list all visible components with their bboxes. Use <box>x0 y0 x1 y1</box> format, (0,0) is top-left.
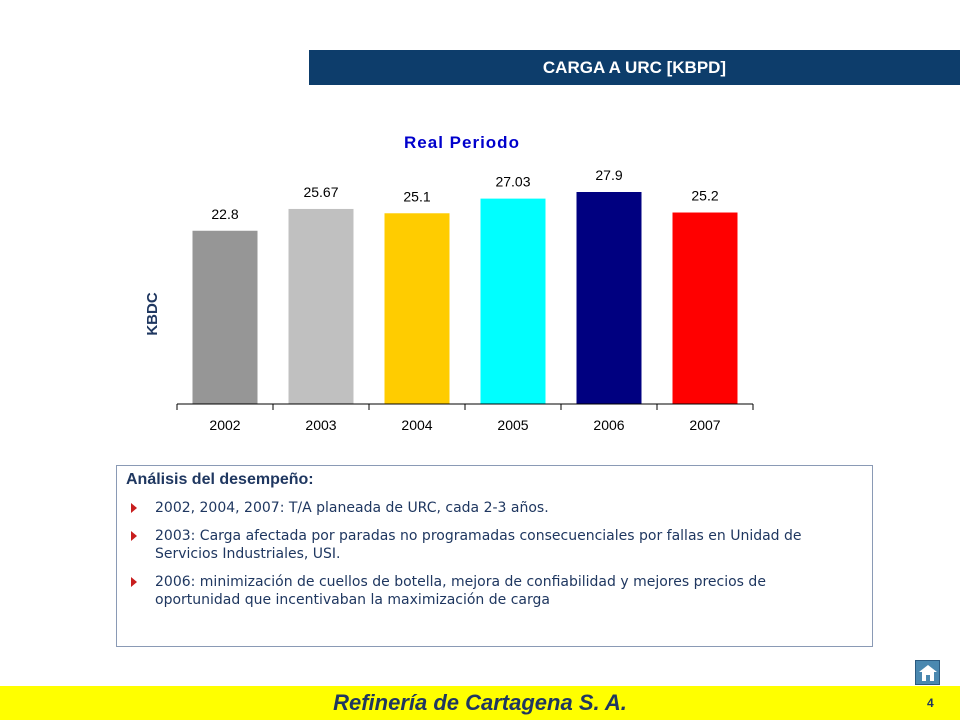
analysis-item: 2002, 2004, 2007: T/A planeada de URC, c… <box>129 499 849 517</box>
analysis-title: Análisis del desempeño: <box>126 471 314 488</box>
analysis-item-text: 2002, 2004, 2007: T/A planeada de URC, c… <box>155 500 549 516</box>
bar-2007 <box>672 212 738 404</box>
bar-chart: Real Periodo KBDC 22.8 25.67 25.1 27.03 27.9… <box>144 133 754 433</box>
x-tick-label-2003: 2003 <box>305 417 336 433</box>
triangle-bullet-icon <box>131 577 137 587</box>
page-number: 4 <box>927 696 934 710</box>
data-label-2007: 25.2 <box>691 188 718 204</box>
data-label-2003: 25.67 <box>303 184 338 200</box>
data-label-2004: 25.1 <box>403 188 430 204</box>
header-title: CARGA A URC [KBPD] <box>542 57 727 77</box>
y-axis-label: KBDC <box>144 292 161 335</box>
analysis-item-text: 2003: Carga afectada por paradas no prog… <box>155 528 802 562</box>
footer-bar: Refinería de Cartagena S. A. 4 <box>0 686 960 720</box>
data-label-2006: 27.9 <box>595 167 622 183</box>
data-label-2005: 27.03 <box>495 174 530 190</box>
company-name: Refinería de Cartagena S. A. <box>333 690 627 715</box>
chart-title: Real Periodo <box>404 133 520 152</box>
bar-2006 <box>576 192 642 404</box>
bar-2004 <box>384 213 450 404</box>
bar-2003 <box>288 208 354 404</box>
data-label-2002: 22.8 <box>211 206 238 222</box>
home-button[interactable] <box>915 660 940 685</box>
analysis-list: 2002, 2004, 2007: T/A planeada de URC, c… <box>129 499 849 619</box>
chart-header-bar: CARGA A URC [KBPD] <box>309 50 960 85</box>
triangle-bullet-icon <box>131 531 137 541</box>
bar-2005 <box>480 198 546 404</box>
analysis-item: 2006: minimización de cuellos de botella… <box>129 573 849 609</box>
x-tick-label-2004: 2004 <box>401 417 432 433</box>
x-tick-label-2006: 2006 <box>593 417 624 433</box>
x-tick-label-2005: 2005 <box>497 417 528 433</box>
bar-2002 <box>192 230 258 404</box>
analysis-panel: Análisis del desempeño: 2002, 2004, 2007… <box>116 465 873 647</box>
analysis-item: 2003: Carga afectada por paradas no prog… <box>129 527 849 563</box>
analysis-item-text: 2006: minimización de cuellos de botella… <box>155 574 766 608</box>
triangle-bullet-icon <box>131 503 137 513</box>
x-tick-label-2007: 2007 <box>689 417 720 433</box>
x-tick-label-2002: 2002 <box>209 417 240 433</box>
